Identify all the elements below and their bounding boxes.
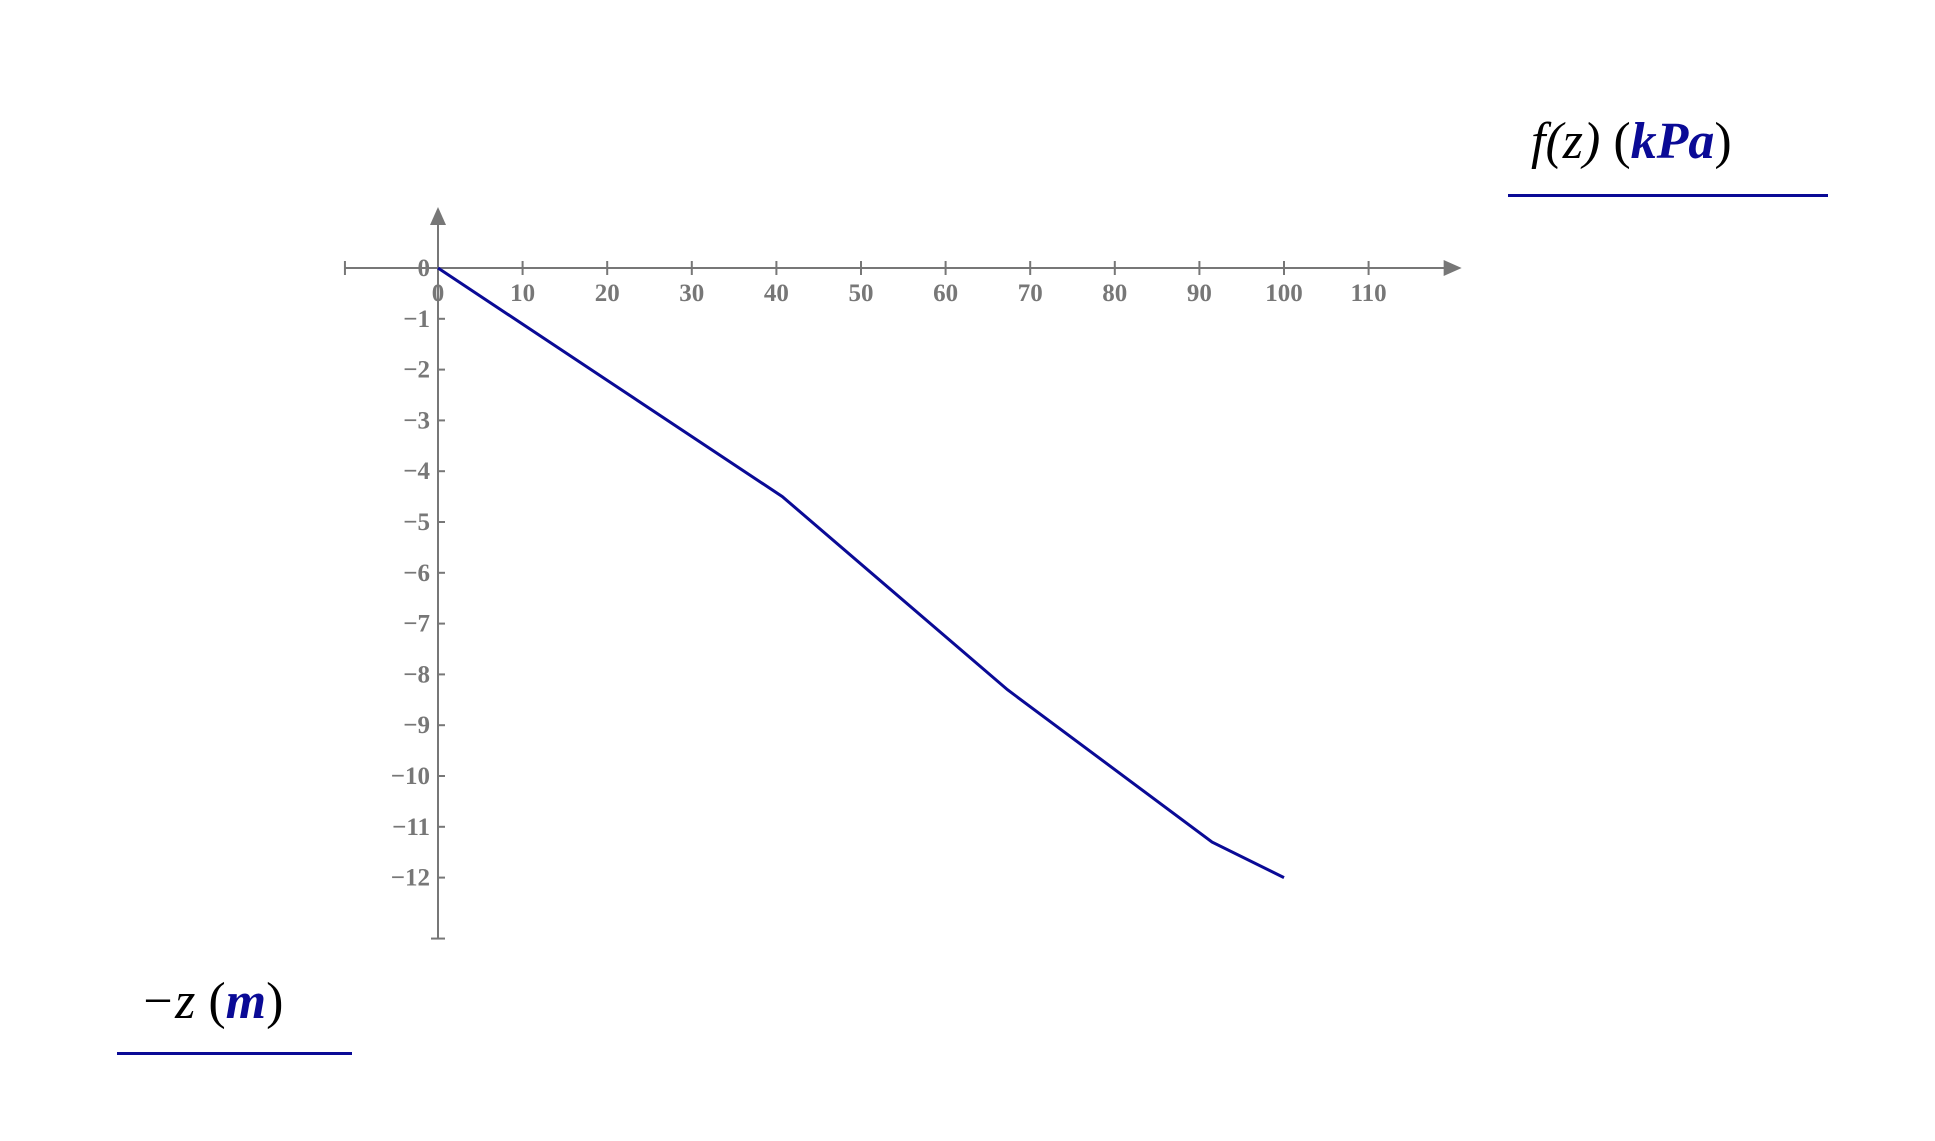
x-tick-label: 90 (1187, 280, 1212, 307)
y-axis-title-underline (117, 1052, 352, 1055)
x-tick-label: 0 (432, 280, 445, 307)
x-axis-title: f(z) (kPa) (1531, 113, 1732, 170)
y-tick-label: −1 (403, 306, 430, 333)
x-tick-label: 10 (510, 280, 535, 307)
x-axis-unit: kPa (1630, 113, 1715, 170)
x-tick-label: 100 (1265, 280, 1303, 307)
x-tick-label: 30 (679, 280, 704, 307)
y-tick-label: −2 (403, 357, 430, 384)
y-axis-arrow-icon (430, 207, 446, 226)
x-tick-label: 50 (849, 280, 874, 307)
y-tick-label: −12 (391, 865, 430, 892)
y-tick-label: −4 (403, 458, 430, 485)
x-tick-label: 60 (933, 280, 958, 307)
y-tick-label: −10 (391, 763, 430, 790)
y-tick-label: 0 (418, 255, 431, 282)
x-tick-label: 80 (1102, 280, 1127, 307)
y-tick-label: −7 (403, 611, 430, 638)
y-axis-expr: −z (140, 973, 196, 1030)
y-axis-title: −z (m) (140, 973, 284, 1030)
x-tick-label: 20 (595, 280, 620, 307)
series-line (437, 266, 1285, 879)
y-tick-label: −6 (403, 560, 430, 587)
x-tick-label: 70 (1018, 280, 1043, 307)
y-tick-label: −8 (403, 661, 430, 688)
y-tick-label: −9 (403, 712, 430, 739)
y-axis-unit: m (225, 973, 267, 1030)
y-tick-label: −3 (403, 407, 430, 434)
y-tick-label: −5 (403, 509, 430, 536)
x-axis-title-underline (1508, 194, 1828, 197)
x-tick-label: 40 (764, 280, 789, 307)
x-tick-label: 110 (1351, 280, 1387, 307)
y-tick-label: −11 (392, 814, 430, 841)
x-axis-expr: f(z) (1531, 113, 1601, 170)
x-axis-arrow-icon (1443, 260, 1462, 276)
